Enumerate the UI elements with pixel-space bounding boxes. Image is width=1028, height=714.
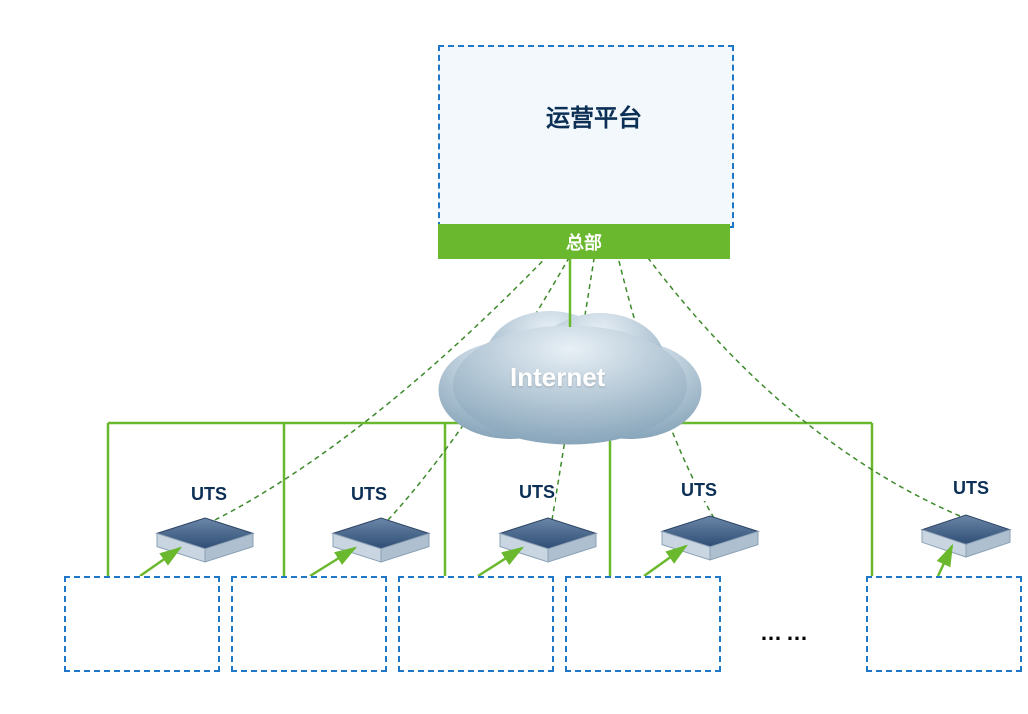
platform-label: 运营平台 bbox=[546, 98, 642, 133]
cloud-label: Internet bbox=[510, 362, 605, 393]
uts-label: UTS bbox=[191, 484, 227, 505]
hq-box bbox=[438, 45, 734, 228]
uts-label: UTS bbox=[519, 482, 555, 503]
branch-box bbox=[231, 576, 387, 672]
hq-title-bar: 总部 bbox=[438, 224, 730, 259]
branch-box bbox=[565, 576, 721, 672]
uts-label: UTS bbox=[681, 480, 717, 501]
uts-label: UTS bbox=[351, 484, 387, 505]
branch-box bbox=[866, 576, 1022, 672]
ellipsis: …… bbox=[760, 620, 812, 646]
uts-label: UTS bbox=[953, 478, 989, 499]
hq-title-label: 总部 bbox=[566, 229, 602, 255]
diagram-canvas: 总部 运营平台 Internet UTS UTS UTS UTS UTS …… bbox=[0, 0, 1028, 714]
branch-box bbox=[64, 576, 220, 672]
branch-box bbox=[398, 576, 554, 672]
